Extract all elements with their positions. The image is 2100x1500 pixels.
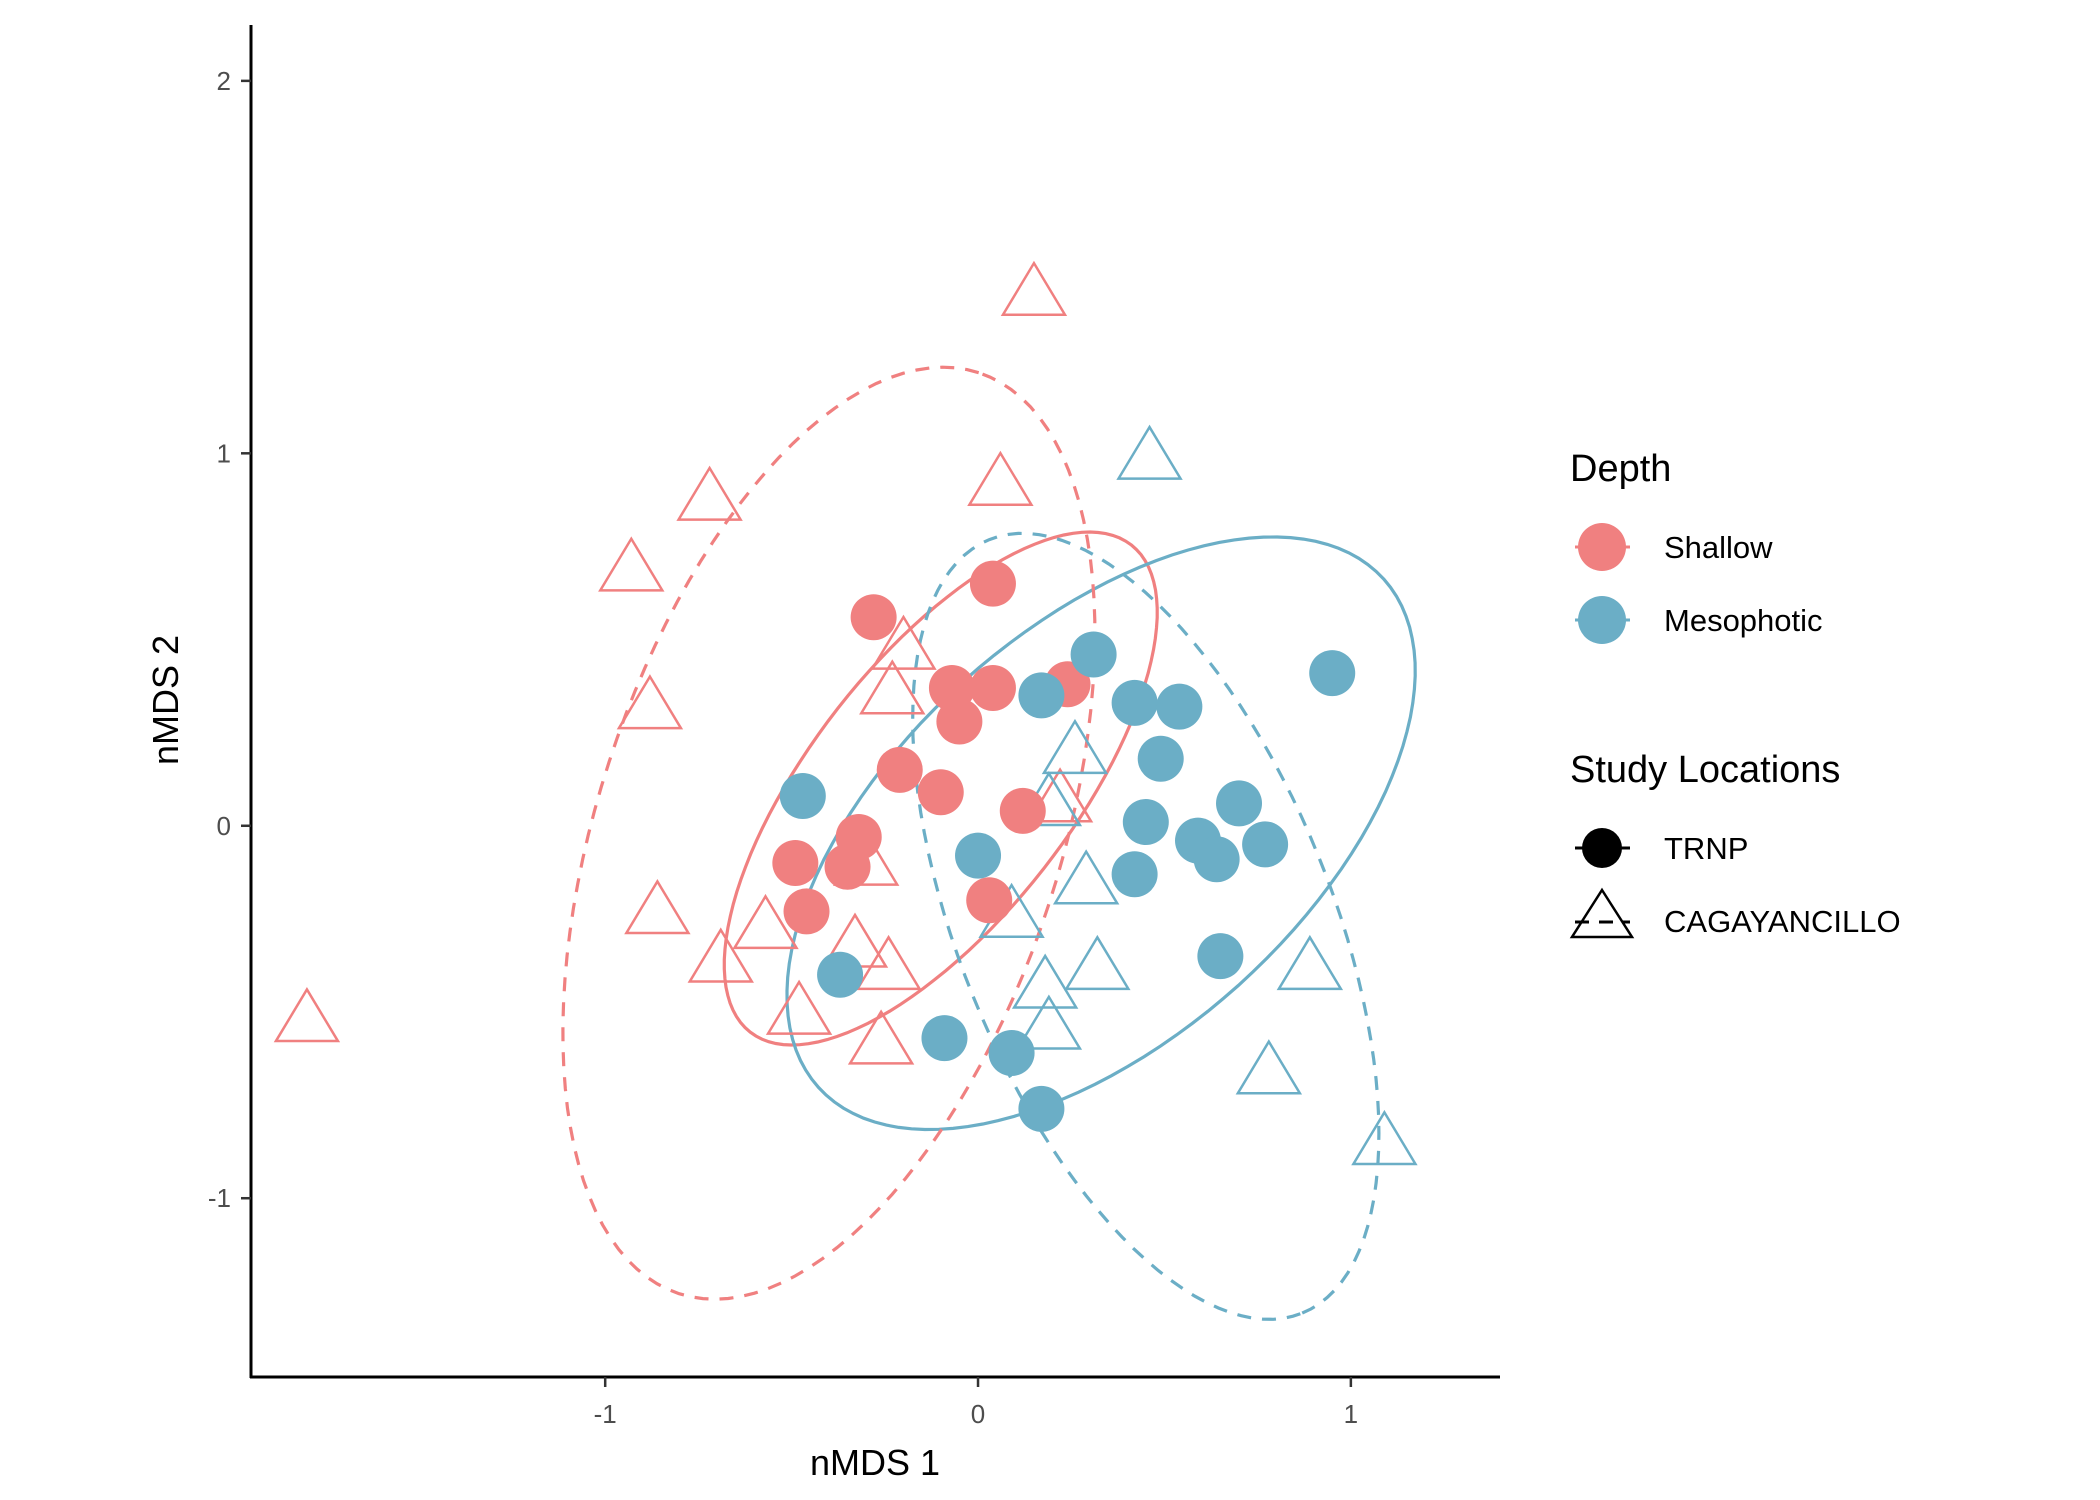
ellipse-mesophotic-cagayancillo (911, 531, 1381, 1321)
point-shallow-trnp (876, 746, 923, 793)
point-shallow-cagayancillo (859, 659, 926, 715)
point-mesophotic-trnp (1197, 933, 1244, 980)
legend-label-trnp: TRNP (1664, 831, 1748, 866)
y-tick-label: 1 (217, 438, 231, 468)
legend: Depth Shallow Mesophotic Study Locations… (1569, 448, 1901, 939)
legend-label-shallow: Shallow (1664, 530, 1773, 565)
legend-key-shallow (1575, 523, 1630, 571)
ellipse-shallow-trnp (722, 530, 1159, 1047)
point-shallow-cagayancillo (967, 450, 1034, 506)
y-tick-label: 0 (217, 811, 231, 841)
point-mesophotic-trnp (921, 1015, 968, 1062)
point-shallow-cagayancillo (847, 1009, 915, 1065)
x-tick-label: 1 (1344, 1399, 1358, 1429)
point-mesophotic-trnp (1309, 650, 1356, 697)
point-shallow-cagayancillo (1026, 767, 1094, 823)
y-tick-label: -1 (208, 1183, 231, 1213)
point-mesophotic-trnp (779, 772, 826, 819)
axes (249, 25, 1500, 1379)
point-shallow-trnp (850, 594, 897, 641)
x-axis-title: nMDS 1 (810, 1442, 940, 1483)
point-shallow-cagayancillo (616, 674, 684, 730)
point-shallow-cagayancillo (732, 893, 799, 950)
point-mesophotic-trnp (955, 832, 1002, 879)
point-mesophotic-trnp (1111, 679, 1158, 726)
point-mesophotic-trnp (1018, 672, 1065, 719)
point-mesophotic-trnp (1242, 821, 1289, 868)
legend-title-depth: Depth (1570, 448, 1671, 490)
legend-key-cagayancillo-triangle (1569, 887, 1635, 939)
point-shallow-cagayancillo (765, 979, 833, 1035)
tick-marks: -1 0 1 -1 0 1 2 (208, 66, 1358, 1429)
point-mesophotic-cagayancillo (1011, 953, 1079, 1009)
point-shallow-trnp (824, 843, 871, 890)
data-points (273, 260, 1418, 1166)
point-shallow-cagayancillo (1000, 260, 1068, 317)
legend-key-trnp-dot (1582, 828, 1622, 868)
point-mesophotic-trnp (1070, 631, 1117, 678)
point-mesophotic-trnp (1193, 836, 1240, 883)
x-tick-label: -1 (594, 1399, 617, 1429)
point-mesophotic-trnp (1111, 851, 1158, 898)
point-shallow-trnp (917, 769, 964, 816)
legend-key-trnp (1575, 828, 1630, 868)
confidence-ellipses (561, 365, 1417, 1321)
x-tick-label: 0 (971, 1399, 985, 1429)
point-shallow-cagayancillo (624, 879, 691, 935)
point-mesophotic-trnp (1137, 735, 1184, 782)
point-mesophotic-cagayancillo (1015, 994, 1083, 1050)
point-shallow-trnp (936, 698, 983, 745)
legend-label-mesophotic: Mesophotic (1664, 603, 1823, 638)
point-mesophotic-trnp (1216, 780, 1263, 827)
point-shallow-cagayancillo (687, 927, 754, 983)
point-shallow-cagayancillo (676, 465, 743, 521)
ellipse-shallow-cagayancillo (561, 365, 1097, 1301)
point-shallow-trnp (783, 888, 830, 935)
point-mesophotic-trnp (988, 1029, 1035, 1076)
point-mesophotic-trnp (817, 951, 864, 998)
point-mesophotic-trnp (1122, 799, 1169, 846)
legend-key-shallow-dot (1578, 523, 1626, 571)
point-mesophotic-cagayancillo (1351, 1109, 1418, 1166)
point-shallow-trnp (969, 560, 1016, 607)
point-shallow-cagayancillo (855, 934, 922, 991)
point-shallow-trnp (999, 787, 1046, 834)
point-mesophotic-cagayancillo (1064, 934, 1131, 991)
point-mesophotic-trnp (1156, 683, 1203, 730)
point-mesophotic-cagayancillo (1276, 934, 1344, 991)
point-mesophotic-cagayancillo (1235, 1039, 1303, 1095)
legend-key-cagayancillo (1569, 887, 1635, 939)
legend-label-cagayancillo: CAGAYANCILLO (1664, 904, 1901, 939)
legend-key-mesophotic-dot (1578, 596, 1626, 644)
point-shallow-trnp (966, 877, 1013, 924)
point-shallow-cagayancillo (598, 536, 665, 592)
point-mesophotic-trnp (1018, 1085, 1065, 1132)
point-shallow-trnp (969, 664, 1016, 711)
legend-title-study-locations: Study Locations (1570, 749, 1840, 791)
point-mesophotic-cagayancillo (1116, 424, 1183, 480)
y-axis-title: nMDS 2 (145, 635, 186, 765)
y-tick-label: 2 (217, 66, 231, 96)
point-mesophotic-cagayancillo (1052, 849, 1120, 905)
legend-key-mesophotic (1575, 596, 1630, 644)
point-shallow-trnp (772, 840, 819, 887)
point-shallow-cagayancillo (273, 987, 341, 1043)
point-shallow-cagayancillo (870, 614, 937, 670)
point-mesophotic-cagayancillo (1041, 718, 1109, 775)
